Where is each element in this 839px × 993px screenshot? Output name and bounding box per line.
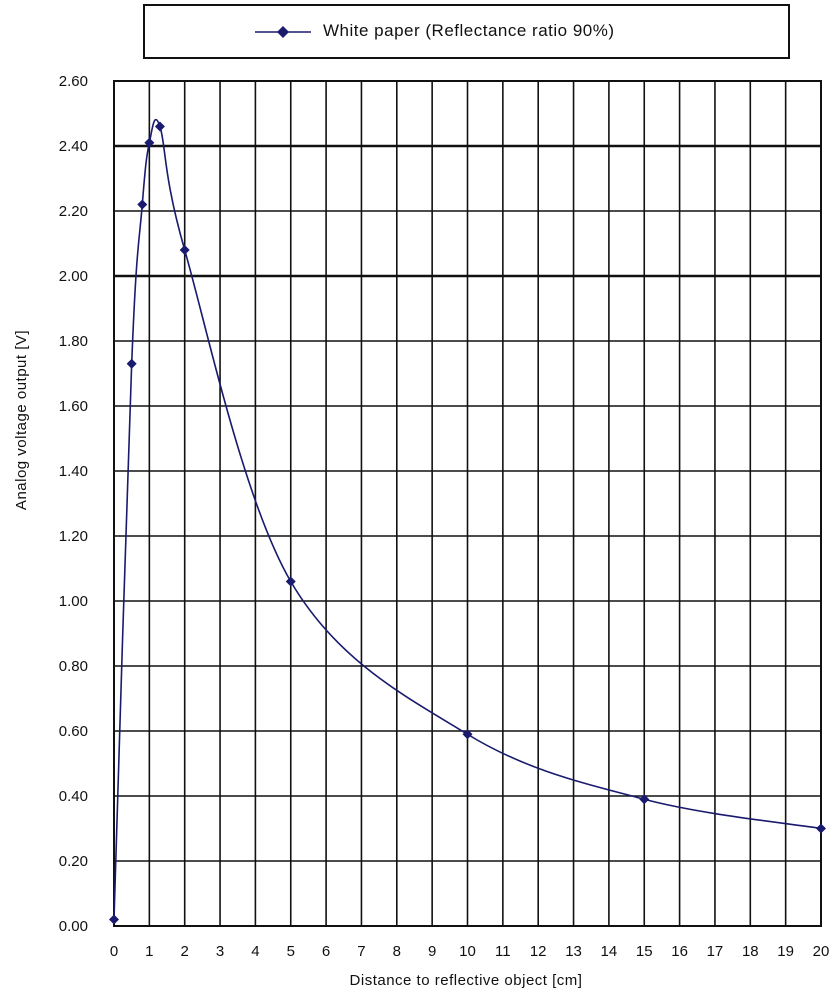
x-tick-label: 4 xyxy=(251,943,259,960)
x-tick-label: 11 xyxy=(495,943,511,960)
legend: White paper (Reflectance ratio 90%) xyxy=(143,4,790,59)
legend-label-white-paper: White paper (Reflectance ratio 90%) xyxy=(323,21,615,40)
y-tick-labels: 0.00 0.20 0.40 0.60 0.80 1.00 1.20 1.40 1.60 1.80… xyxy=(59,73,88,935)
x-tick-label: 6 xyxy=(322,943,330,960)
y-tick-label: 1.80 xyxy=(59,333,88,350)
y-tick-label: 0.00 xyxy=(59,918,88,935)
data-point-marker xyxy=(126,358,137,369)
x-tick-label: 16 xyxy=(671,943,688,960)
x-tick-label: 0 xyxy=(110,943,118,960)
x-tick-label: 17 xyxy=(707,943,724,960)
plot-frame xyxy=(113,80,822,927)
y-tick-label: 1.40 xyxy=(59,463,88,480)
y-tick-label: 2.60 xyxy=(59,73,88,90)
data-point-marker xyxy=(462,729,473,740)
data-point-marker xyxy=(154,121,165,132)
y-tick-label: 1.60 xyxy=(59,398,88,415)
plot-border xyxy=(113,80,822,927)
y-axis-title: Analog voltage output [V] xyxy=(13,330,30,510)
y-tick-label: 2.20 xyxy=(59,203,88,220)
x-tick-label: 14 xyxy=(601,943,618,960)
x-tick-label: 8 xyxy=(393,943,401,960)
data-point-marker xyxy=(137,199,148,210)
x-tick-label: 3 xyxy=(216,943,224,960)
x-tick-label: 20 xyxy=(813,943,830,960)
grid xyxy=(113,80,822,927)
series-layer xyxy=(109,118,826,925)
x-tick-label: 13 xyxy=(565,943,582,960)
y-tick-label: 0.40 xyxy=(59,788,88,805)
legend-swatch xyxy=(255,26,311,38)
data-point-marker xyxy=(816,823,826,834)
y-tick-label: 2.40 xyxy=(59,138,88,155)
y-tick-label: 2.00 xyxy=(59,268,88,285)
series-line-0 xyxy=(113,118,822,920)
y-tick-label: 0.80 xyxy=(59,658,88,675)
y-tick-label: 0.20 xyxy=(59,853,88,870)
x-tick-label: 1 xyxy=(145,943,153,960)
data-point-marker xyxy=(285,576,296,587)
x-tick-label: 9 xyxy=(428,943,436,960)
x-tick-label: 10 xyxy=(459,943,476,960)
data-point-marker xyxy=(179,245,190,255)
x-tick-label: 18 xyxy=(742,943,759,960)
x-tick-label: 7 xyxy=(357,943,365,960)
y-tick-label: 0.60 xyxy=(59,723,88,740)
x-tick-label: 12 xyxy=(530,943,547,960)
x-tick-labels: 0 1 2 3 4 5 6 7 8 9 10 11 12 13 14 15 16 17 18 19 20 xyxy=(110,943,830,960)
data-point-marker xyxy=(639,794,650,805)
data-point-marker xyxy=(144,137,155,148)
x-tick-label: 2 xyxy=(181,943,189,960)
y-tick-label: 1.20 xyxy=(59,528,88,545)
x-tick-label: 19 xyxy=(777,943,794,960)
data-point-marker xyxy=(109,914,119,925)
y-tick-label: 1.00 xyxy=(59,593,88,610)
x-axis-title: Distance to reflective object [cm] xyxy=(350,972,583,989)
x-tick-label: 15 xyxy=(636,943,653,960)
x-tick-label: 5 xyxy=(287,943,295,960)
